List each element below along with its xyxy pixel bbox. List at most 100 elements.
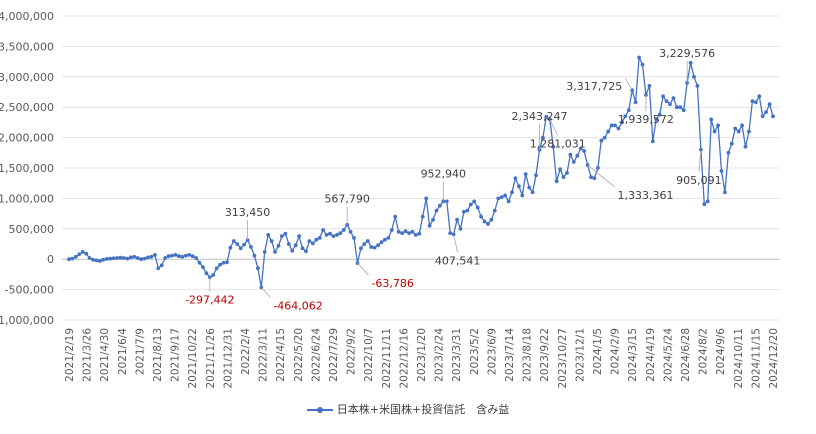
data-point	[513, 176, 518, 181]
data-point	[750, 99, 755, 103]
data-point	[197, 260, 202, 265]
data-point	[616, 126, 621, 131]
data-point	[170, 253, 174, 258]
annotation-label: 905,091	[676, 174, 722, 187]
data-point	[444, 199, 449, 204]
data-point	[166, 254, 171, 259]
data-point	[231, 239, 236, 243]
data-point	[671, 96, 676, 100]
data-point	[269, 239, 274, 243]
annotation-label: 3,229,576	[659, 47, 715, 60]
data-point	[496, 196, 501, 201]
data-point	[657, 112, 662, 117]
data-point	[214, 266, 219, 271]
x-tick-label: 2021/6/4	[117, 328, 129, 375]
annotation-leader	[624, 77, 633, 91]
data-point	[554, 179, 559, 184]
data-point	[695, 84, 700, 88]
x-tick-label: 2023/8/18	[522, 328, 534, 382]
data-point	[74, 254, 78, 259]
data-point	[647, 84, 652, 88]
data-point	[681, 108, 686, 113]
x-tick-label: 2023/7/14	[504, 328, 516, 382]
x-tick-label: 2021/2/19	[64, 328, 76, 382]
data-point	[757, 94, 762, 99]
data-point	[328, 231, 332, 236]
data-point	[317, 236, 322, 240]
data-point	[661, 94, 665, 99]
data-point	[135, 256, 140, 260]
data-point	[420, 214, 425, 219]
data-point	[678, 105, 683, 110]
data-point	[376, 243, 380, 248]
data-point	[304, 249, 308, 254]
x-tick-label: 2024/10/11	[733, 328, 745, 389]
data-point	[599, 138, 604, 143]
data-point	[674, 105, 679, 110]
data-point	[286, 242, 291, 246]
y-tick-label: 500,000	[9, 223, 55, 236]
data-point	[125, 256, 130, 261]
data-point	[475, 205, 480, 210]
x-tick-label: 2023/3/31	[451, 328, 463, 382]
data-point	[393, 214, 398, 219]
data-point	[723, 190, 727, 195]
annotation-label: -63,786	[371, 277, 413, 290]
data-point	[383, 237, 387, 242]
x-tick-label: 2022/3/11	[258, 328, 270, 382]
data-point	[365, 239, 370, 243]
x-tick-label: 2023/6/9	[486, 328, 498, 375]
data-point	[362, 242, 367, 246]
data-point	[668, 102, 672, 107]
data-point	[479, 214, 483, 219]
data-point	[310, 241, 315, 246]
data-point	[280, 234, 284, 239]
data-point	[523, 172, 528, 177]
data-point	[438, 203, 442, 208]
data-point	[410, 229, 415, 234]
data-point	[190, 254, 195, 259]
x-tick-label: 2024/11/15	[750, 328, 762, 389]
data-point	[427, 223, 432, 228]
legend-swatch	[306, 405, 333, 415]
data-point	[517, 184, 521, 189]
x-tick-label: 2024/2/9	[610, 328, 622, 375]
data-point	[726, 150, 731, 155]
annotation-label: 567,790	[324, 193, 370, 206]
data-point	[132, 254, 137, 259]
data-point	[221, 260, 226, 265]
legend-label: 日本株+米国株+投資信託 含み益	[336, 403, 510, 416]
data-point	[503, 193, 507, 198]
data-point	[321, 228, 325, 232]
data-point	[228, 245, 233, 250]
annotation-leader	[357, 262, 369, 276]
x-tick-label: 2021/9/17	[170, 328, 182, 382]
data-point	[729, 141, 734, 146]
data-point	[159, 263, 164, 268]
data-point	[771, 114, 775, 119]
data-point	[458, 226, 463, 231]
data-point	[561, 175, 566, 180]
data-point	[499, 195, 504, 200]
data-point	[400, 231, 404, 236]
x-tick-label: 2022/11/11	[381, 328, 393, 389]
y-tick-label: 1,000,000	[0, 192, 54, 205]
data-point	[712, 129, 717, 134]
data-point	[266, 233, 271, 237]
data-point	[716, 123, 720, 128]
data-point	[455, 217, 459, 222]
data-point	[67, 257, 71, 262]
annotation-leader	[587, 164, 615, 188]
data-point	[620, 120, 624, 125]
x-tick-label: 2022/10/7	[363, 328, 375, 382]
data-point	[273, 250, 277, 254]
data-point	[582, 149, 586, 153]
data-point	[740, 123, 744, 128]
data-point	[252, 253, 257, 258]
data-point	[204, 271, 209, 276]
data-point	[465, 208, 470, 213]
data-point	[530, 190, 535, 195]
data-point	[84, 251, 89, 256]
data-point	[534, 173, 538, 178]
data-point	[386, 236, 391, 240]
